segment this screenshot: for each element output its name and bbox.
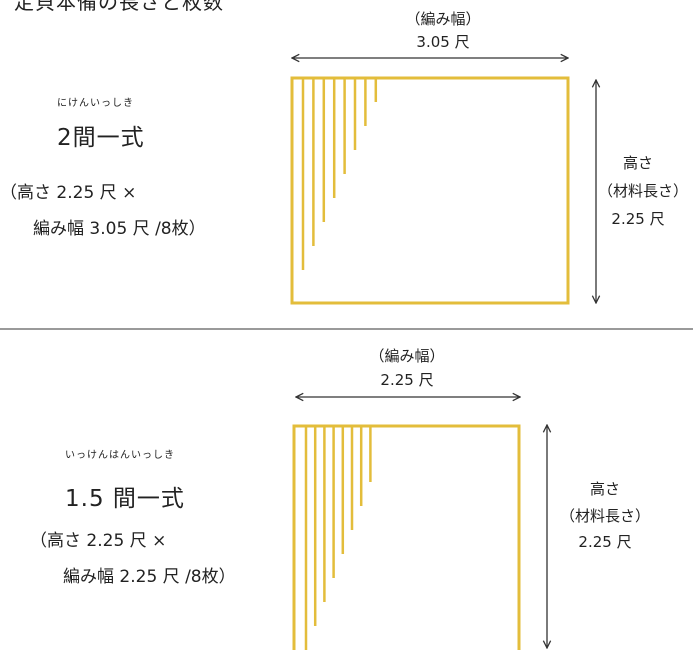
section2-width-value: 2.25 尺: [380, 371, 434, 389]
section2-spec-line1: （高さ 2.25 尺 ×: [30, 531, 167, 551]
section1-spec-line2: 編み幅 3.05 尺 /8枚）: [33, 219, 206, 239]
section1-frame: [290, 76, 570, 305]
section-divider: [0, 328, 693, 330]
section2-name: 1.5 間一式: [65, 486, 185, 512]
section1-spec-line1: （高さ 2.25 尺 ×: [0, 183, 137, 203]
section1-height-value: 2.25 尺: [611, 210, 665, 228]
section1-height-label: 高さ: [622, 154, 653, 172]
section2-strands: [304, 427, 372, 650]
section1-width-value: 3.05 尺: [416, 33, 470, 51]
section1-height-sub: （材料長さ）: [597, 182, 688, 200]
section2-ruby: いっけんはんいっしき: [65, 450, 175, 461]
section1-ruby: にけんいっしき: [57, 98, 134, 109]
section2-height-value: 2.25 尺: [578, 533, 632, 551]
page-title: 定貝本備の長さと枚数: [14, 0, 224, 14]
section1-name: 2間一式: [57, 125, 145, 151]
section2-height-label: 高さ: [589, 480, 620, 498]
section1-width-label: （編み幅）: [405, 10, 481, 28]
section2-frame: [292, 424, 521, 650]
section2-spec-line2: 編み幅 2.25 尺 /8枚）: [63, 567, 236, 587]
section2-height-sub: （材料長さ）: [559, 507, 650, 525]
section2-width-label: （編み幅）: [369, 347, 445, 365]
section1-strands: [301, 79, 378, 270]
